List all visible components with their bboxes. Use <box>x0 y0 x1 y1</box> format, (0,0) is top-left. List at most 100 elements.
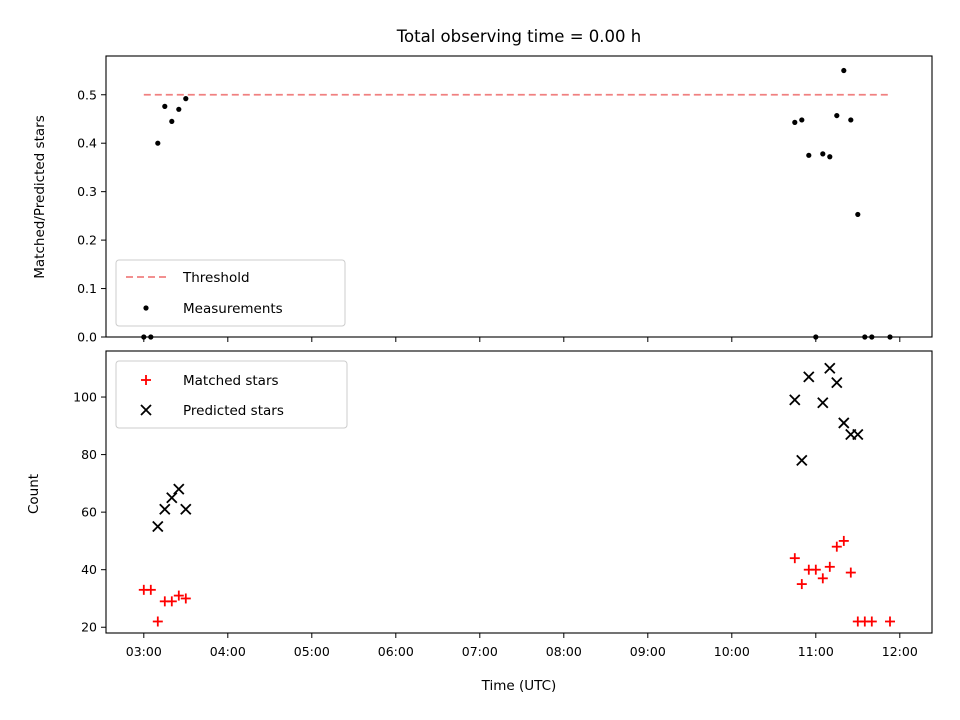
y-tick-label: 0.5 <box>77 87 97 102</box>
measurement-point <box>162 103 168 109</box>
measurement-point <box>183 96 189 102</box>
legend-box <box>115 360 348 429</box>
matched-star-point <box>810 564 821 575</box>
predicted-star-point <box>817 397 829 409</box>
matched-star-point <box>166 596 177 607</box>
matched-star-point <box>845 567 856 578</box>
matched-star-point <box>831 541 842 552</box>
x-tick-label: 11:00 <box>798 644 834 659</box>
x-marker-b <box>796 454 808 466</box>
predicted-star-point <box>173 483 185 495</box>
predicted-star-point <box>838 417 850 429</box>
matched-star-point <box>789 553 800 564</box>
measurement-point <box>813 334 819 340</box>
measurement-point <box>176 106 182 112</box>
matched-star-point <box>796 579 807 590</box>
x-tick-label: 04:00 <box>210 644 246 659</box>
matched-star-point <box>817 573 828 584</box>
y-tick-label: 80 <box>81 447 97 462</box>
x-tick-label: 08:00 <box>546 644 582 659</box>
legend-box <box>115 259 346 327</box>
measurement-point <box>148 334 154 340</box>
measurement-point <box>799 117 805 123</box>
measurement-point <box>141 334 147 340</box>
y-tick-label: 0.3 <box>77 184 97 199</box>
x-marker-b <box>173 483 185 495</box>
legend-predicted-label: Predicted stars <box>183 403 284 419</box>
x-axis-label: Time (UTC) <box>481 678 557 694</box>
measurement-point <box>855 211 861 218</box>
top-legend: Threshold Measurements <box>115 259 346 327</box>
predicted-star-point <box>159 503 171 515</box>
predicted-star-point <box>803 371 815 383</box>
matched-star-point <box>824 561 835 572</box>
legend-measurements-swatch <box>143 305 149 311</box>
predicted-star-point <box>789 394 801 406</box>
matched-star-point <box>885 616 895 627</box>
x-marker-b <box>838 417 850 429</box>
predicted-star-point <box>152 520 164 533</box>
legend-measurements-label: Measurements <box>183 301 283 317</box>
predicted-star-point <box>824 362 836 374</box>
top-plot-area: 0.0 0.1 0.2 0.3 0.4 0.5 Threshold Measurements <box>77 55 933 345</box>
measurement-point <box>169 118 175 125</box>
x-marker-b <box>803 371 815 383</box>
x-tick-label: 05:00 <box>294 644 330 659</box>
measurement-point <box>841 67 847 74</box>
measurement-point <box>792 119 798 125</box>
y-tick-label: 0.4 <box>77 136 97 151</box>
y-tick-label: 0.2 <box>77 233 97 248</box>
y-tick-label: 60 <box>81 505 97 520</box>
x-marker-b <box>789 394 801 406</box>
chart-title: Total observing time = 0.00 h <box>396 27 641 46</box>
top-y-axis-label: Matched/Predicted stars <box>32 115 48 278</box>
x-tick-label: 09:00 <box>630 644 666 659</box>
bottom-y-axis-label: Count <box>26 474 42 514</box>
y-tick-label: 100 <box>73 390 97 405</box>
x-tick-label: 06:00 <box>378 644 414 659</box>
measurement-point <box>155 140 161 146</box>
x-marker-b <box>166 492 178 504</box>
measurement-point <box>848 117 854 123</box>
bottom-plot-area: 03:00 04:00 05:00 06:00 07:00 08:00 09:00 10:00… <box>73 350 933 659</box>
matched-star-point <box>152 616 163 627</box>
x-marker-b <box>152 520 164 533</box>
matched-star-point <box>145 584 156 595</box>
y-tick-label: 20 <box>81 620 97 635</box>
predicted-star-point <box>180 503 192 515</box>
x-tick-label: 12:00 <box>882 644 918 659</box>
predicted-star-point <box>852 428 864 441</box>
predicted-star-point <box>166 492 178 504</box>
matched-star-point <box>838 535 849 546</box>
plot-frame <box>105 350 933 634</box>
x-tick-label: 03:00 <box>126 644 162 659</box>
legend-threshold-label: Threshold <box>182 270 250 286</box>
y-tick-label: 0.0 <box>77 330 97 345</box>
measurement-point <box>806 152 812 158</box>
y-tick-label: 0.1 <box>77 281 97 296</box>
x-marker-b <box>180 503 192 515</box>
measurement-point <box>834 112 840 119</box>
matched-star-point <box>173 590 184 601</box>
bottom-legend: Matched stars Predicted stars <box>115 360 348 429</box>
matched-star-point <box>180 593 191 604</box>
matched-star-point <box>866 616 877 627</box>
legend-matched-label: Matched stars <box>183 373 279 389</box>
predicted-star-point <box>796 454 808 466</box>
x-marker-b <box>824 362 836 374</box>
x-tick-label: 07:00 <box>462 644 498 659</box>
predicted-star-point <box>831 377 843 389</box>
x-marker-b <box>831 377 843 389</box>
measurement-point <box>869 334 875 340</box>
x-marker-b <box>159 503 171 515</box>
y-tick-label: 40 <box>81 562 97 577</box>
x-marker-b <box>817 397 829 409</box>
legend-predicted-swatch-b <box>140 404 152 416</box>
measurement-point <box>820 151 826 157</box>
x-marker-b <box>852 428 864 441</box>
measurement-point <box>827 154 833 160</box>
measurement-point <box>887 334 893 340</box>
plot-frame <box>105 55 933 338</box>
